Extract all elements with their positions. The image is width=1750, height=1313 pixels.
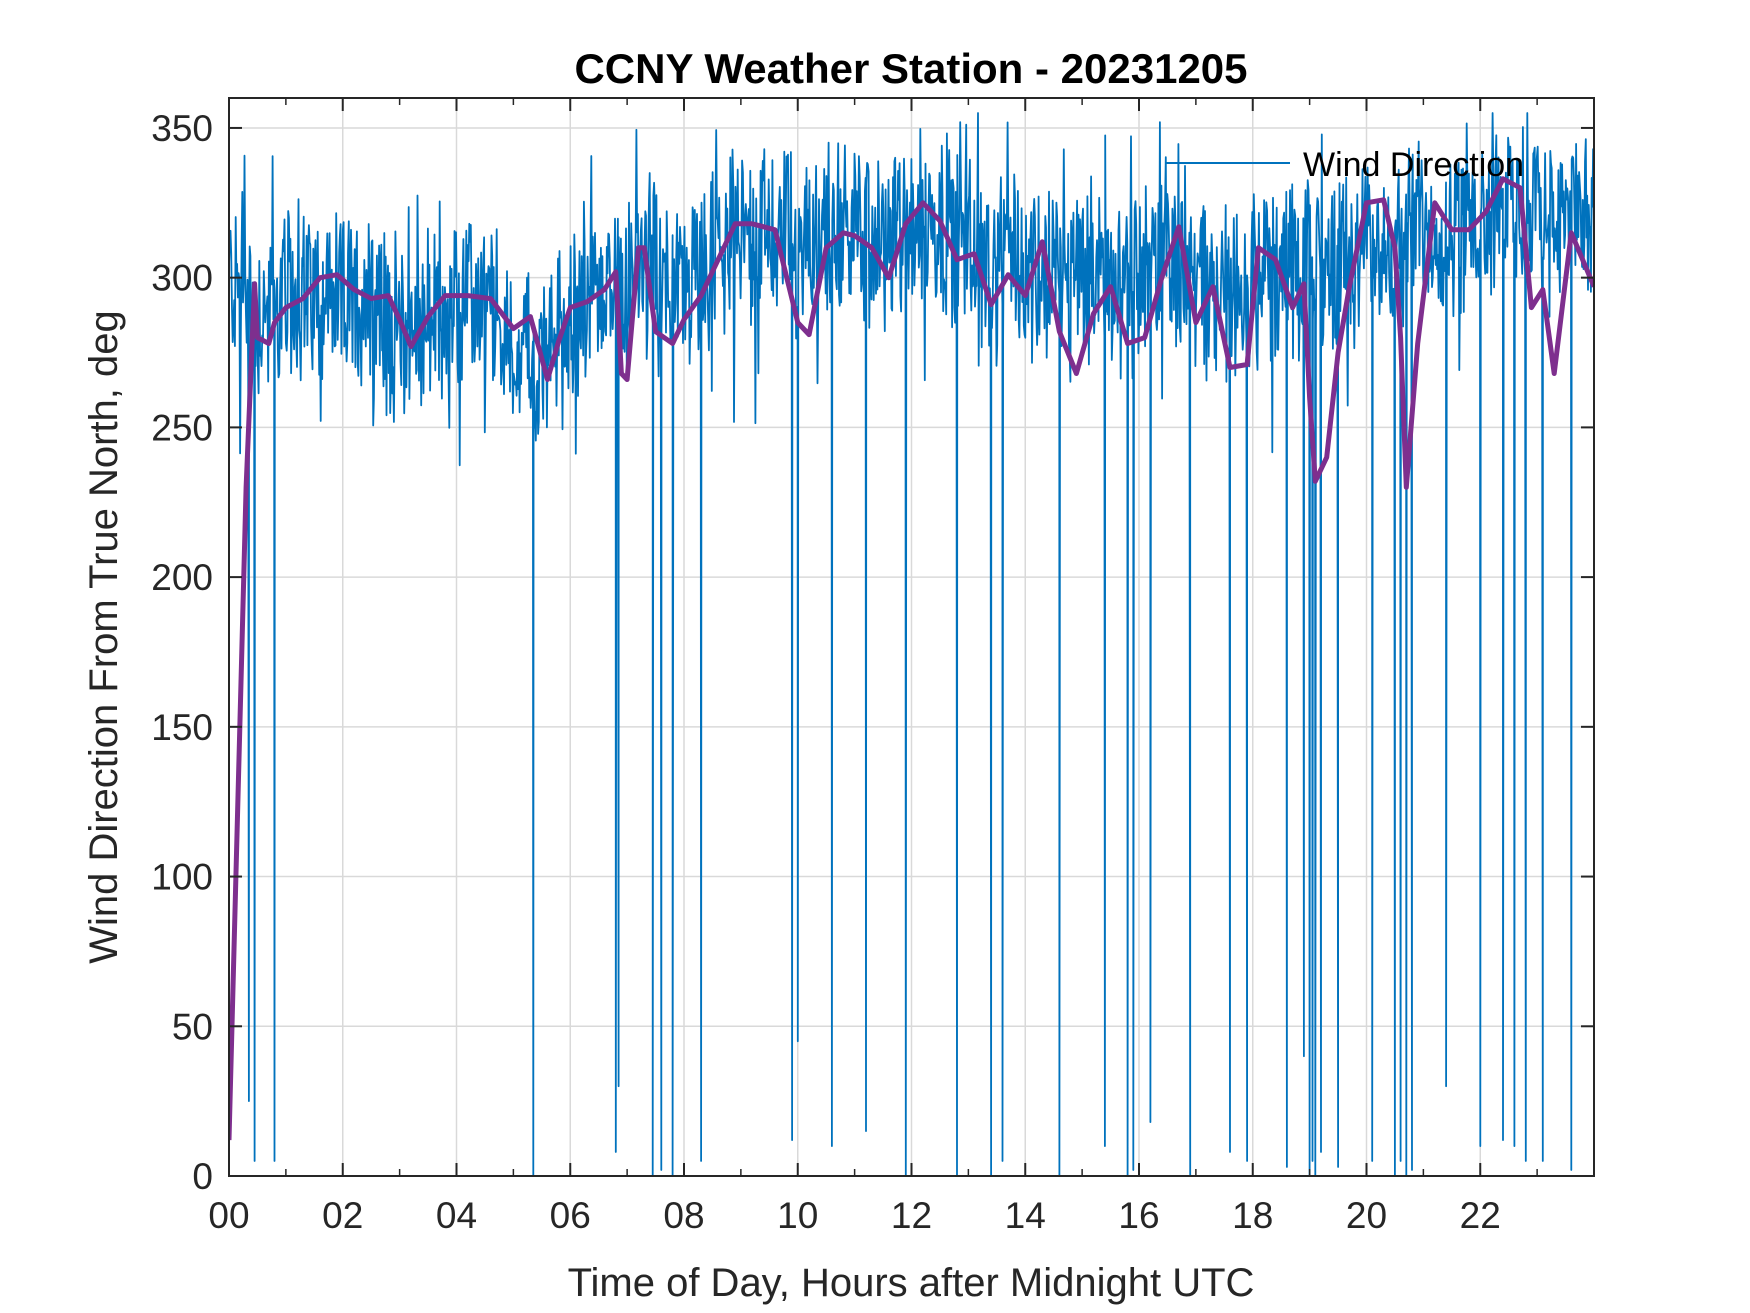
data-series [229,112,1594,1176]
x-tick-label: 14 [1005,1195,1046,1236]
x-tick-label: 02 [322,1195,363,1236]
y-tick-label: 0 [192,1156,213,1197]
y-axis-ticks: 0 50 100 150 200 250 300 350 [151,108,1594,1197]
wind-direction-smoothed-series [229,176,1594,1141]
x-tick-label: 16 [1118,1195,1159,1236]
y-axis-label: Wind Direction From True North, deg [82,310,126,964]
y-tick-label: 300 [151,258,213,299]
legend: Wind Direction [1165,146,1524,184]
y-tick-label: 250 [151,407,213,448]
x-tick-label: 18 [1232,1195,1273,1236]
y-tick-label: 350 [151,108,213,149]
x-axis-label: Time of Day, Hours after Midnight UTC [568,1261,1255,1305]
x-axis-ticks: 00 02 04 06 08 10 12 14 16 18 20 22 [208,98,1538,1236]
x-tick-label: 08 [663,1195,704,1236]
y-tick-label: 200 [151,557,213,598]
wind-direction-series [229,112,1594,1176]
y-tick-label: 150 [151,707,213,748]
x-tick-label: 06 [550,1195,591,1236]
x-tick-label: 00 [208,1195,249,1236]
x-tick-label: 12 [891,1195,932,1236]
y-tick-label: 100 [151,857,213,898]
x-tick-label: 04 [436,1195,477,1236]
chart-title: CCNY Weather Station - 20231205 [574,45,1247,92]
y-tick-label: 50 [172,1006,213,1047]
x-tick-label: 10 [777,1195,818,1236]
x-tick-label: 22 [1460,1195,1501,1236]
x-tick-label: 20 [1346,1195,1387,1236]
legend-label-wind-direction: Wind Direction [1303,146,1524,184]
